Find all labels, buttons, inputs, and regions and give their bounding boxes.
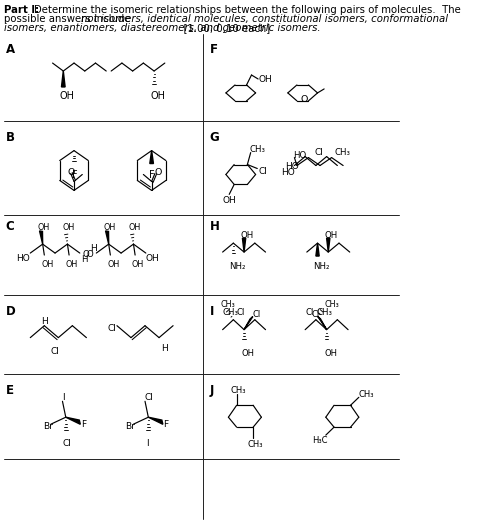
Text: HO: HO	[292, 151, 305, 160]
Text: OH: OH	[146, 254, 159, 263]
Text: OH: OH	[104, 223, 116, 232]
Text: I: I	[146, 439, 148, 448]
Text: OH: OH	[107, 260, 119, 269]
Text: NH₂: NH₂	[229, 262, 245, 271]
Text: Cl: Cl	[107, 323, 116, 332]
Text: C: C	[5, 220, 14, 233]
Text: F: F	[209, 43, 217, 56]
Text: OH: OH	[323, 348, 336, 358]
Text: [1.00; 0.10 each]: [1.00; 0.10 each]	[177, 23, 270, 34]
Text: Br: Br	[125, 422, 135, 431]
Polygon shape	[315, 243, 318, 256]
Text: O: O	[154, 168, 162, 177]
Text: F: F	[163, 420, 168, 429]
Text: HO: HO	[281, 168, 294, 177]
Text: Cl: Cl	[304, 308, 313, 317]
Text: H: H	[41, 317, 47, 326]
Text: OH: OH	[128, 223, 140, 232]
Text: OH: OH	[60, 91, 75, 101]
Text: OH: OH	[62, 223, 75, 232]
Text: Cl: Cl	[144, 393, 153, 402]
Text: OH: OH	[151, 91, 166, 101]
Text: H₃C: H₃C	[312, 436, 327, 445]
Text: A: A	[5, 43, 15, 56]
Text: NH₂: NH₂	[313, 262, 329, 271]
Text: isomers, enantiomers, diastereomers, and geometric isomers.: isomers, enantiomers, diastereomers, and…	[4, 23, 320, 34]
Text: Cl: Cl	[51, 346, 60, 355]
Polygon shape	[40, 231, 43, 244]
Polygon shape	[148, 417, 163, 425]
Text: CH₃: CH₃	[358, 390, 374, 400]
Text: OH: OH	[132, 260, 144, 269]
Polygon shape	[317, 317, 326, 330]
Text: F: F	[149, 170, 154, 179]
Text: Determine the isomeric relationships between the following pairs of molecules.  : Determine the isomeric relationships bet…	[34, 5, 460, 15]
Polygon shape	[106, 231, 108, 244]
Text: CH₃: CH₃	[230, 386, 246, 395]
Text: CH₃: CH₃	[316, 308, 332, 317]
Text: H: H	[81, 255, 88, 264]
Polygon shape	[243, 317, 252, 330]
Text: possible answers include: possible answers include	[4, 14, 133, 24]
Text: B: B	[5, 131, 15, 144]
Text: not isomers, identical molecules, constitutional isomers, conformational: not isomers, identical molecules, consti…	[81, 14, 448, 24]
Text: H: H	[209, 220, 219, 233]
Polygon shape	[326, 238, 329, 252]
Text: Cl: Cl	[311, 310, 319, 319]
Text: O: O	[86, 250, 93, 259]
Text: F: F	[72, 170, 77, 179]
Polygon shape	[66, 417, 80, 425]
Text: G: G	[209, 131, 219, 144]
Text: Cl: Cl	[314, 147, 322, 156]
Text: I: I	[209, 305, 213, 318]
Text: CH₃: CH₃	[222, 308, 238, 317]
Text: Cl: Cl	[62, 439, 71, 448]
Text: OH: OH	[38, 223, 50, 232]
Text: OH: OH	[241, 348, 254, 358]
Text: O: O	[82, 250, 89, 259]
Text: CH₃: CH₃	[248, 145, 264, 154]
Text: Part I:: Part I:	[4, 5, 39, 15]
Text: Br: Br	[43, 422, 52, 431]
Text: E: E	[5, 385, 14, 397]
Text: O: O	[67, 168, 75, 177]
Text: OH: OH	[240, 231, 254, 240]
Text: CH₃: CH₃	[324, 300, 339, 309]
Text: O: O	[300, 95, 307, 104]
Text: Cl: Cl	[236, 308, 244, 317]
Text: CH₃: CH₃	[220, 300, 234, 309]
Text: HO: HO	[285, 162, 299, 171]
Text: I: I	[61, 393, 64, 402]
Text: OH: OH	[41, 260, 53, 269]
Text: OH: OH	[257, 75, 272, 84]
Text: OH: OH	[66, 260, 78, 269]
Text: H: H	[90, 244, 96, 253]
Text: OH: OH	[222, 196, 236, 205]
Text: H: H	[160, 344, 167, 353]
Text: HO: HO	[16, 254, 30, 263]
Polygon shape	[61, 71, 65, 87]
Text: Cl: Cl	[252, 310, 260, 319]
Polygon shape	[150, 151, 153, 163]
Text: CH₃: CH₃	[247, 440, 262, 449]
Text: F: F	[80, 420, 86, 429]
Text: D: D	[5, 305, 15, 318]
Text: CH₃: CH₃	[334, 147, 350, 156]
Text: Cl: Cl	[257, 167, 266, 176]
Text: OH: OH	[324, 231, 337, 240]
Text: J: J	[209, 385, 213, 397]
Polygon shape	[242, 238, 245, 252]
